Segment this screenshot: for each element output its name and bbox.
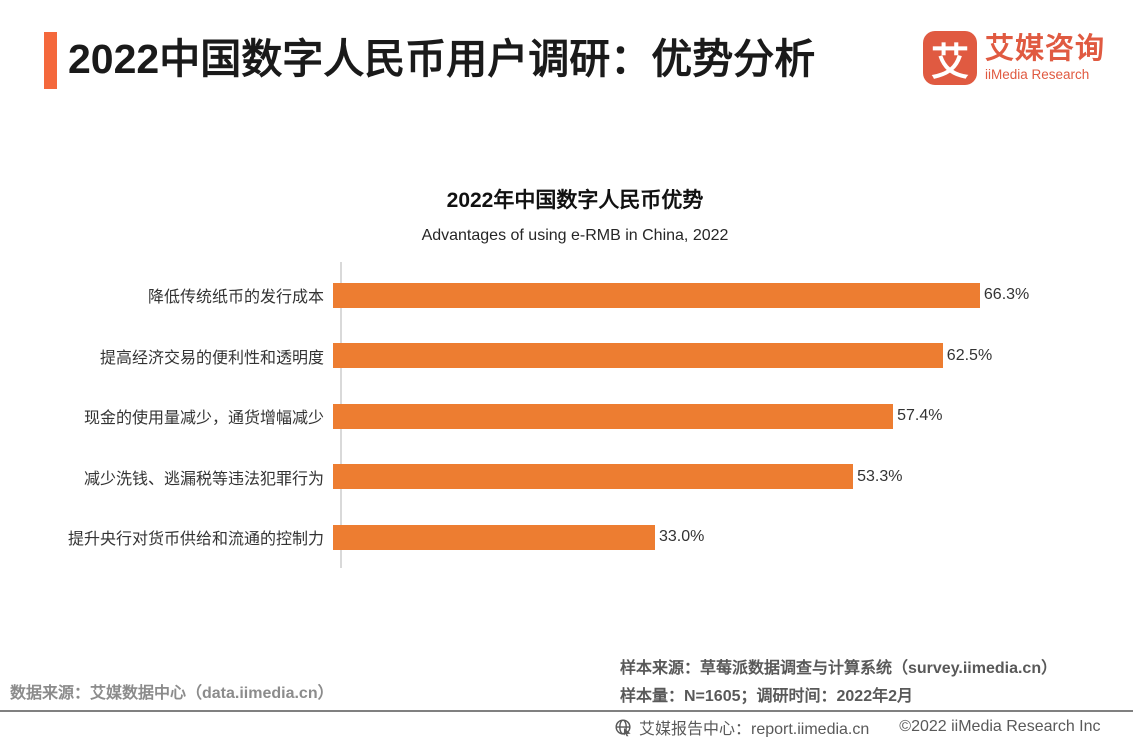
sample-source-line: 样本来源：草莓派数据调查与计算系统（survey.iimedia.cn）	[620, 660, 1058, 677]
logo-brand-en: iiMedia Research	[984, 66, 1090, 82]
bar	[333, 524, 655, 550]
bar-track: 53.3%	[333, 464, 1133, 490]
bar	[333, 464, 854, 490]
bar	[333, 343, 943, 369]
bar	[333, 403, 894, 429]
value-label: 66.3%	[983, 286, 1030, 304]
category-label: 提升央行对货币供给和流通的控制力	[67, 531, 324, 549]
bar-row: 降低传统纸币的发行成本 66.3%	[0, 265, 1133, 326]
iimedia-logo-mark-icon: 艾	[922, 31, 977, 85]
bar-track: 66.3%	[333, 282, 1133, 308]
title-accent-bar	[44, 32, 57, 89]
category-label: 提高经济交易的便利性和透明度	[99, 349, 324, 367]
footer-bottom-bar: 艾媒报告中心：report.iimedia.cn ©2022 iiMedia R…	[614, 715, 1101, 737]
bar-track: 33.0%	[333, 524, 1133, 550]
bar-track: 62.5%	[333, 343, 1133, 369]
category-label: 现金的使用量减少，通货增幅减少	[83, 410, 324, 428]
value-label: 62.5%	[946, 346, 993, 364]
copyright-text: ©2022 iiMedia Research Inc	[899, 718, 1101, 735]
chart-subtitle: Advantages of using e-RMB in China, 2022	[421, 227, 729, 244]
report-center-link: 艾媒报告中心：report.iimedia.cn	[639, 721, 870, 737]
bar-track: 57.4%	[333, 403, 1133, 429]
value-label: 33.0%	[659, 528, 705, 546]
iimedia-logo-text: 艾媒咨询 iiMedia Research	[984, 32, 1105, 82]
footer-divider	[0, 710, 1133, 712]
category-label: 减少洗钱、逃漏税等违法犯罪行为	[83, 470, 324, 488]
category-label: 降低传统纸币的发行成本	[147, 289, 324, 307]
bar-row: 现金的使用量减少，通货增幅减少 57.4%	[0, 386, 1133, 447]
value-label: 53.3%	[857, 467, 903, 485]
sample-source-note: 样本来源：草莓派数据调查与计算系统（survey.iimedia.cn） 样本量…	[620, 655, 1057, 711]
bar	[333, 282, 980, 308]
logo-brand-cn: 艾媒咨询	[984, 32, 1105, 65]
chart-header: 2022年中国数字人民币优势 Advantages of using e-RMB…	[110, 184, 1040, 245]
chart-title: 2022年中国数字人民币优势	[446, 189, 704, 212]
bar-row: 提升央行对货币供给和流通的控制力 33.0%	[0, 507, 1133, 568]
data-source-note: 数据来源：艾媒数据中心（data.iimedia.cn）	[10, 685, 334, 702]
sample-size-line: 样本量：N=1605；调研时间：2022年2月	[620, 688, 913, 705]
bar-row: 减少洗钱、逃漏税等违法犯罪行为 53.3%	[0, 447, 1133, 508]
iimedia-logo: 艾 艾媒咨询 iiMedia Research	[922, 31, 1105, 85]
globe-cursor-icon	[615, 718, 631, 736]
value-label: 57.4%	[897, 407, 943, 425]
bar-chart: 降低传统纸币的发行成本 66.3% 提高经济交易的便利性和透明度 62.5% 现…	[0, 265, 1133, 568]
page-title: 2022中国数字人民币用户调研：优势分析	[68, 36, 816, 82]
bar-row: 提高经济交易的便利性和透明度 62.5%	[0, 326, 1133, 387]
